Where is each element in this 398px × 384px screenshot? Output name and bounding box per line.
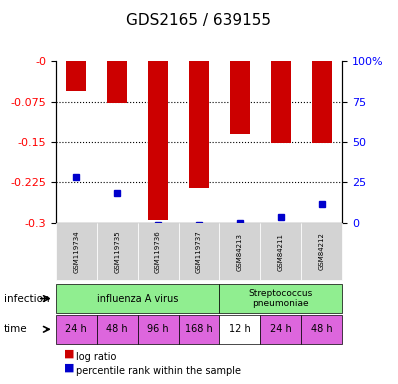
Text: GSM119737: GSM119737	[196, 230, 202, 273]
Text: GSM119734: GSM119734	[73, 230, 79, 273]
Text: 12 h: 12 h	[229, 324, 251, 334]
Bar	[312, 61, 332, 143]
Text: GSM84213: GSM84213	[237, 233, 243, 270]
Bar	[271, 61, 291, 143]
Text: ■: ■	[64, 349, 74, 359]
Bar	[189, 61, 209, 188]
Text: GDS2165 / 639155: GDS2165 / 639155	[127, 13, 271, 28]
Text: 168 h: 168 h	[185, 324, 213, 334]
Text: time: time	[4, 324, 27, 334]
Text: 24 h: 24 h	[270, 324, 292, 334]
Bar	[107, 61, 127, 103]
Text: GSM119735: GSM119735	[114, 230, 120, 273]
Text: 96 h: 96 h	[147, 324, 169, 334]
Bar	[230, 61, 250, 134]
Text: GSM84212: GSM84212	[319, 233, 325, 270]
Bar	[66, 61, 86, 91]
Text: GSM84211: GSM84211	[278, 233, 284, 270]
Text: 24 h: 24 h	[65, 324, 87, 334]
Text: percentile rank within the sample: percentile rank within the sample	[76, 366, 241, 376]
Text: ■: ■	[64, 362, 74, 372]
Bar	[148, 61, 168, 220]
Text: influenza A virus: influenza A virus	[97, 293, 178, 304]
Text: infection: infection	[4, 293, 50, 304]
Text: Streptococcus
pneumoniae: Streptococcus pneumoniae	[249, 289, 313, 308]
Text: log ratio: log ratio	[76, 352, 116, 362]
Text: GSM119736: GSM119736	[155, 230, 161, 273]
Text: 48 h: 48 h	[106, 324, 128, 334]
Text: 48 h: 48 h	[311, 324, 333, 334]
